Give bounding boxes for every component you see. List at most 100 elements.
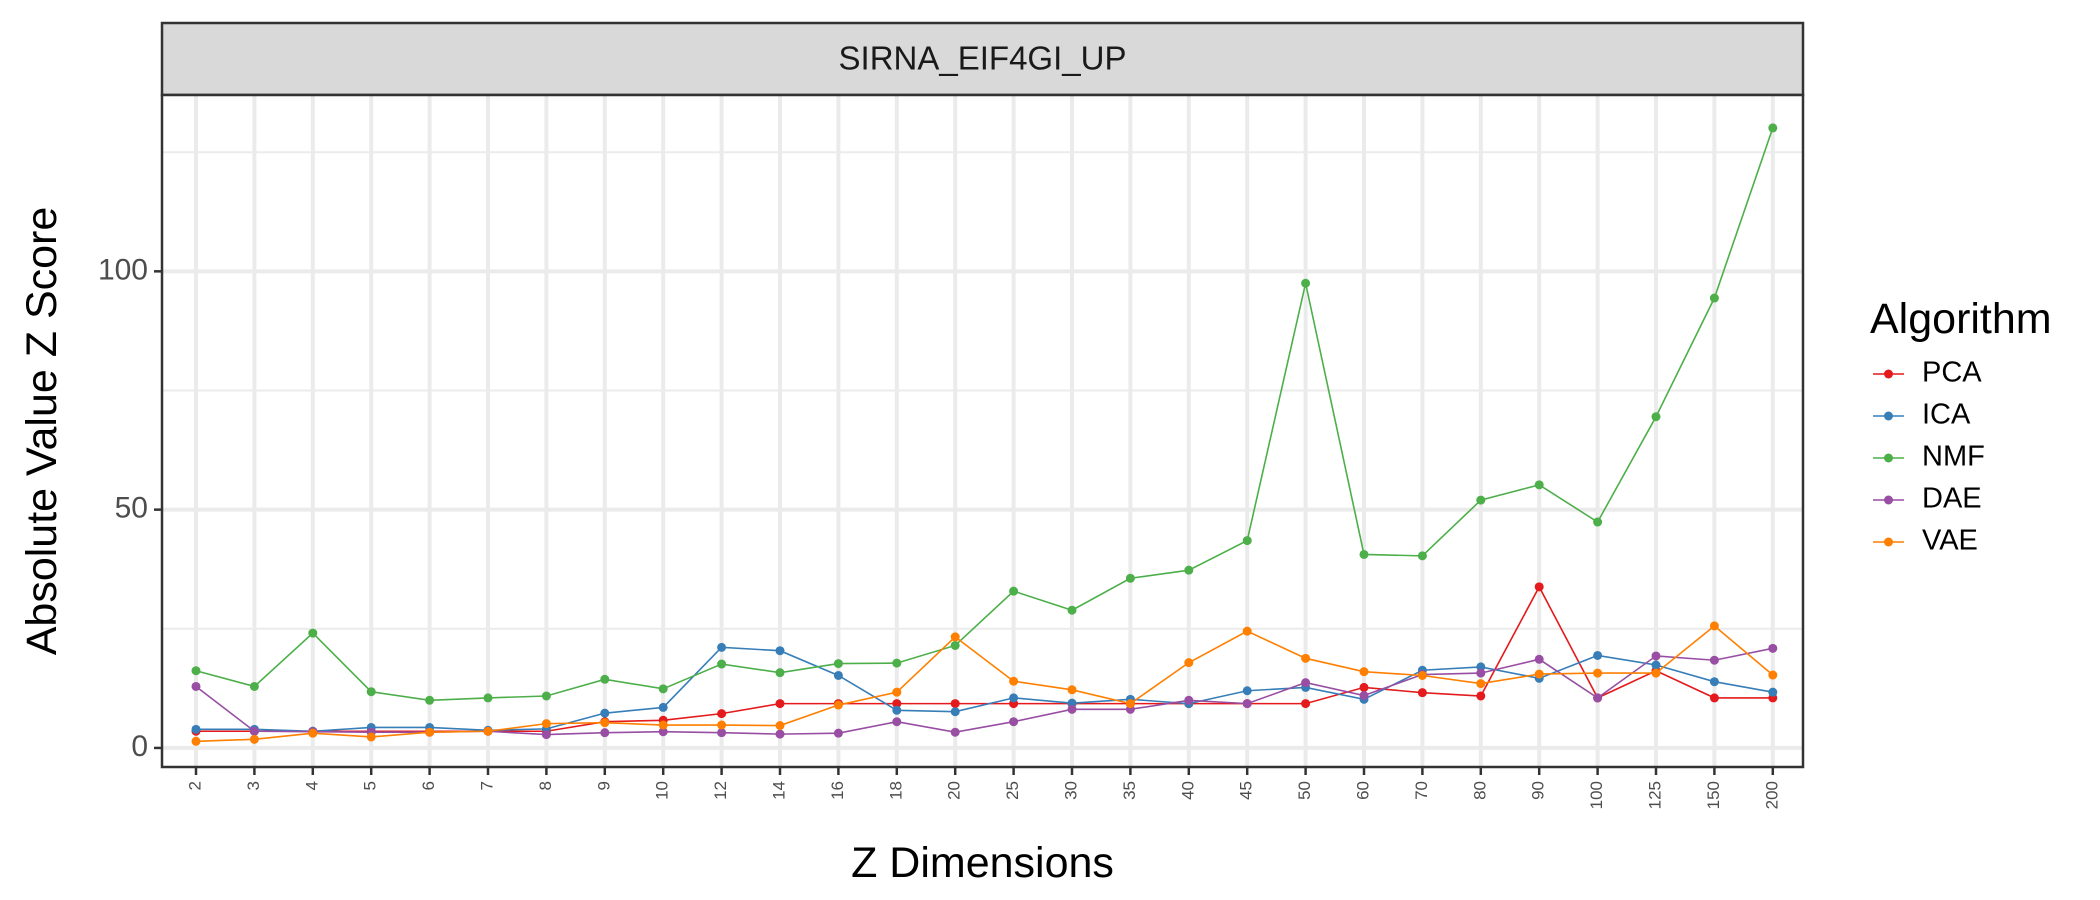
data-point-pca bbox=[1359, 682, 1369, 692]
data-point-vae bbox=[892, 687, 902, 697]
legend-item-nmf: NMF bbox=[1873, 441, 1985, 473]
data-point-nmf bbox=[1067, 605, 1077, 615]
data-point-nmf bbox=[1125, 573, 1135, 583]
data-point-dae bbox=[1651, 651, 1661, 661]
data-point-dae bbox=[1476, 668, 1486, 678]
data-point-nmf bbox=[950, 640, 960, 650]
data-point-nmf bbox=[1184, 565, 1194, 575]
x-tick-label: 10 bbox=[653, 781, 672, 800]
x-tick-label: 150 bbox=[1704, 781, 1723, 809]
data-point-nmf bbox=[1768, 123, 1778, 133]
data-point-ica bbox=[1768, 687, 1778, 697]
data-point-dae bbox=[600, 728, 610, 738]
data-point-nmf bbox=[600, 674, 610, 684]
data-point-vae bbox=[1125, 699, 1135, 709]
data-point-ica bbox=[658, 702, 668, 712]
data-point-pca bbox=[717, 709, 727, 719]
data-point-dae bbox=[833, 728, 843, 738]
data-point-pca bbox=[1301, 699, 1311, 709]
data-point-nmf bbox=[658, 684, 668, 694]
data-point-vae bbox=[249, 734, 259, 744]
legend-item-ica: ICA bbox=[1873, 399, 1971, 431]
data-point-nmf bbox=[191, 666, 201, 676]
data-point-vae bbox=[1184, 658, 1194, 668]
x-tick-label: 6 bbox=[419, 781, 438, 790]
data-point-vae bbox=[366, 732, 376, 742]
data-point-dae bbox=[1242, 699, 1252, 709]
data-point-ica bbox=[833, 670, 843, 680]
data-point-dae bbox=[717, 728, 727, 738]
legend-key-point bbox=[1884, 369, 1893, 379]
data-point-nmf bbox=[833, 659, 843, 669]
data-point-nmf bbox=[1301, 278, 1311, 288]
x-tick-label: 30 bbox=[1061, 781, 1080, 800]
data-point-pca bbox=[1534, 582, 1544, 592]
data-point-ica bbox=[1067, 698, 1077, 708]
series-line-vae bbox=[195, 624, 1774, 743]
data-point-nmf bbox=[1476, 495, 1486, 505]
x-tick-label: 125 bbox=[1645, 781, 1664, 809]
legend-item-vae: VAE bbox=[1873, 525, 1978, 557]
data-point-ica bbox=[1651, 660, 1661, 670]
x-tick-label: 90 bbox=[1529, 781, 1548, 800]
data-point-dae bbox=[1534, 654, 1544, 664]
data-point-dae bbox=[1009, 717, 1019, 727]
data-point-vae bbox=[191, 736, 201, 746]
data-point-pca bbox=[1709, 693, 1719, 703]
data-point-vae bbox=[1242, 626, 1252, 636]
data-point-dae bbox=[1709, 655, 1719, 665]
data-point-nmf bbox=[425, 695, 435, 705]
legend-title: Algorithm bbox=[1870, 295, 2052, 343]
data-point-dae bbox=[191, 681, 201, 691]
x-tick-label: 70 bbox=[1412, 781, 1431, 800]
x-axis: 2 3 4 5 6 7 8 9 10 12 14 16 18 20 25 30 35 40 45 50 60 70 80 90… bbox=[185, 767, 1781, 809]
x-tick-label: 16 bbox=[828, 781, 847, 800]
series-line-nmf bbox=[195, 127, 1774, 702]
data-point-dae bbox=[1593, 693, 1603, 703]
legend-label: NMF bbox=[1922, 441, 1985, 473]
y-tick-label: 50 bbox=[115, 492, 148, 525]
data-point-vae bbox=[308, 728, 318, 738]
data-point-vae bbox=[717, 720, 727, 730]
data-point-vae bbox=[1593, 668, 1603, 678]
data-point-nmf bbox=[1417, 551, 1427, 561]
x-tick-label: 7 bbox=[477, 781, 496, 790]
x-tick-label: 2 bbox=[185, 781, 204, 790]
data-point-ica bbox=[1593, 650, 1603, 660]
x-tick-label: 40 bbox=[1178, 781, 1197, 800]
data-point-vae bbox=[1009, 676, 1019, 686]
legend: PCA ICA NMF DAE VAE bbox=[1873, 357, 1985, 557]
data-point-nmf bbox=[541, 691, 551, 701]
data-point-vae bbox=[658, 720, 668, 730]
data-point-vae bbox=[541, 719, 551, 729]
x-tick-label: 80 bbox=[1470, 781, 1489, 800]
data-point-pca bbox=[775, 699, 785, 709]
grid-layer bbox=[162, 95, 1803, 767]
x-tick-label: 20 bbox=[945, 781, 964, 800]
legend-label: VAE bbox=[1922, 525, 1978, 557]
data-point-vae bbox=[1651, 668, 1661, 678]
data-point-ica bbox=[717, 642, 727, 652]
panel-background bbox=[162, 95, 1803, 767]
data-point-vae bbox=[425, 727, 435, 737]
data-point-vae bbox=[1476, 679, 1486, 689]
data-point-nmf bbox=[1593, 517, 1603, 527]
x-tick-label: 25 bbox=[1003, 781, 1022, 800]
x-tick-label: 3 bbox=[244, 781, 263, 790]
data-point-vae bbox=[1534, 669, 1544, 679]
data-point-vae bbox=[1067, 685, 1077, 695]
data-point-nmf bbox=[1359, 549, 1369, 559]
data-point-nmf bbox=[1009, 586, 1019, 596]
legend-item-dae: DAE bbox=[1873, 483, 1982, 515]
data-point-dae bbox=[1768, 643, 1778, 653]
x-tick-label: 18 bbox=[886, 781, 905, 800]
data-point-ica bbox=[600, 708, 610, 718]
strip-background bbox=[160, 21, 1805, 97]
facet-title: SIRNA_EIF4GI_UP bbox=[839, 40, 1127, 77]
data-point-vae bbox=[1417, 670, 1427, 680]
data-point-vae bbox=[1359, 667, 1369, 677]
legend-key-point bbox=[1884, 453, 1893, 463]
data-point-dae bbox=[1067, 704, 1077, 714]
data-point-dae bbox=[1359, 691, 1369, 701]
